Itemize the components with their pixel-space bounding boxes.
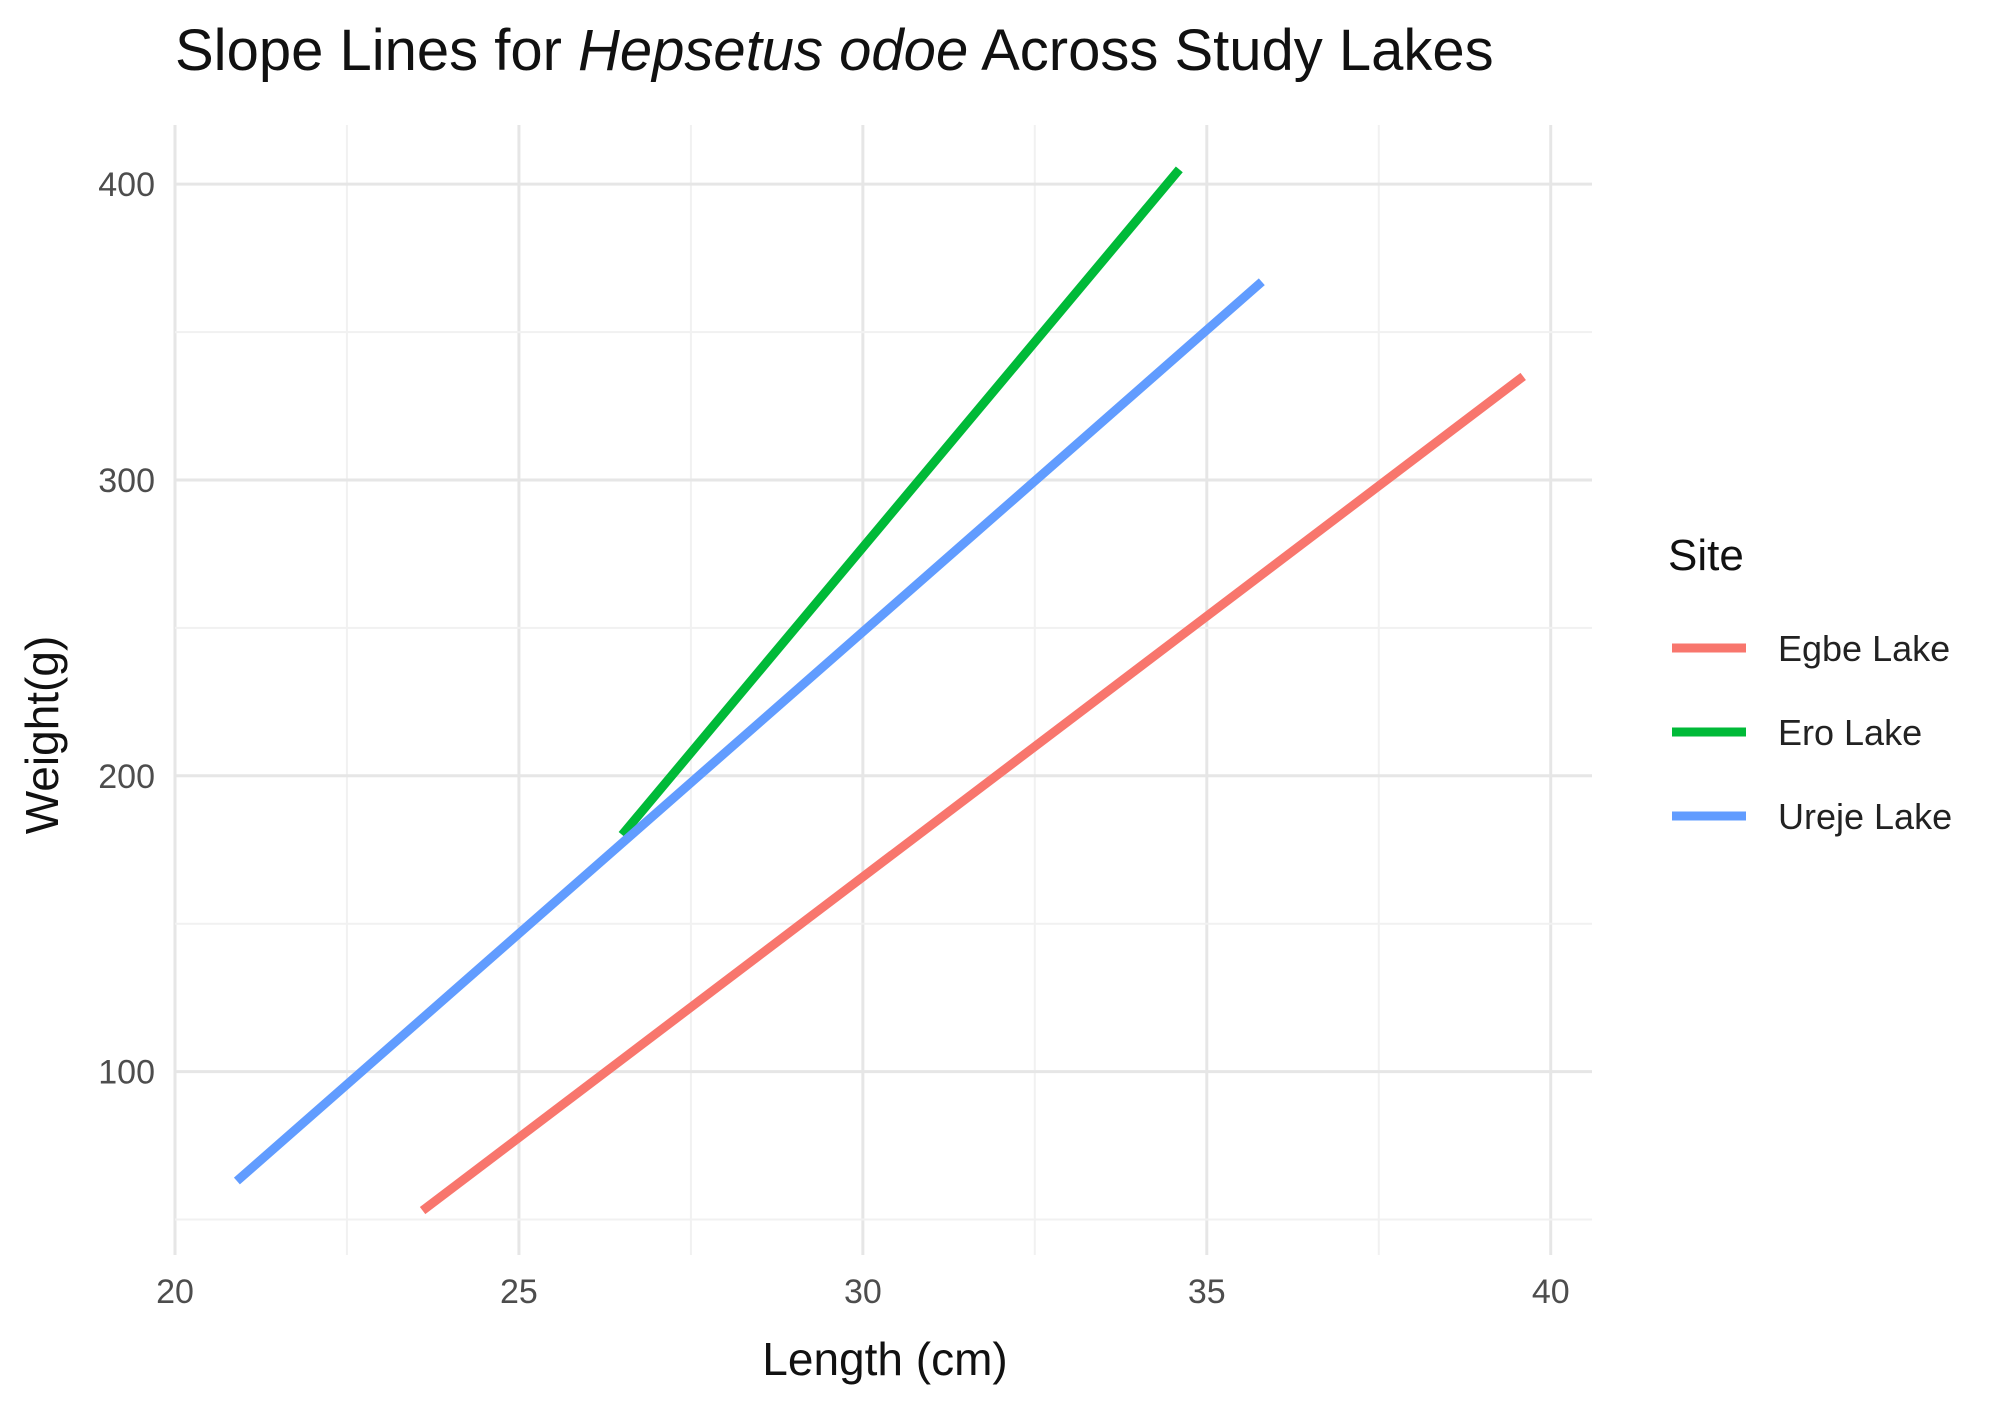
series-line-ero-lake <box>618 166 1183 838</box>
axis-ticks: 20 25 30 35 40 100 200 300 400 <box>98 166 1569 1311</box>
chart-title-part-2: Across Study Lakes <box>968 18 1493 83</box>
y-tick-label: 200 <box>98 758 155 796</box>
x-tick-label: 25 <box>500 1273 538 1311</box>
x-tick-label: 35 <box>1188 1273 1226 1311</box>
y-axis-title: Weight(g) <box>16 636 68 835</box>
plot-series <box>233 166 1526 1215</box>
legend-label-egbe-lake: Egbe Lake <box>1778 628 1950 669</box>
chart-title-part-1: Hepsetus odoe <box>578 18 968 83</box>
x-tick-label: 20 <box>156 1273 194 1311</box>
y-tick-label: 400 <box>98 166 155 204</box>
series-line-egbe-lake <box>419 372 1526 1215</box>
chart-title-part-0: Slope Lines for <box>175 18 578 83</box>
x-tick-label: 30 <box>844 1273 882 1311</box>
legend: Site Egbe Lake Ero Lake Ureje Lake <box>1668 531 1952 837</box>
chart-title: Slope Lines for Hepsetus odoe Across Stu… <box>175 18 1494 83</box>
legend-label-ero-lake: Ero Lake <box>1778 712 1922 753</box>
series-line-ureje-lake <box>233 278 1265 1185</box>
grid <box>173 125 1592 1255</box>
legend-label-ureje-lake: Ureje Lake <box>1778 796 1952 837</box>
legend-title: Site <box>1668 531 1744 580</box>
x-axis-title: Length (cm) <box>762 1333 1007 1385</box>
y-tick-label: 100 <box>98 1054 155 1092</box>
y-tick-label: 300 <box>98 462 155 500</box>
x-tick-label: 40 <box>1532 1273 1570 1311</box>
